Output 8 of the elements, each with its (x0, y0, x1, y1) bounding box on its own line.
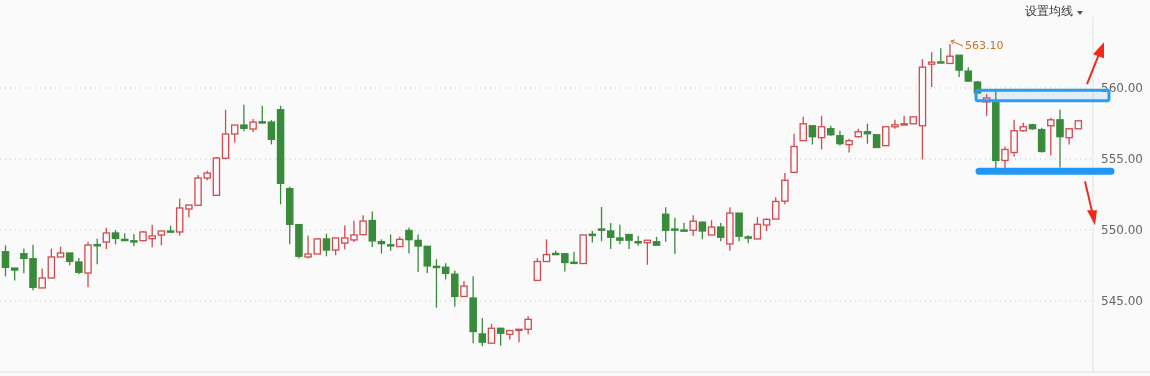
annotation: 563.10 (964, 38, 1004, 52)
y-tick-label: 560.00 (1101, 81, 1143, 95)
annotation: 563.10 (950, 39, 1004, 52)
y-tick-label: 550.00 (1101, 223, 1143, 237)
y-tick-label: 555.00 (1101, 152, 1143, 166)
y-tick-label: 545.00 (1101, 294, 1143, 308)
annotation: 设置均线 (1025, 4, 1073, 18)
control: 设置均线 (1025, 4, 1083, 18)
